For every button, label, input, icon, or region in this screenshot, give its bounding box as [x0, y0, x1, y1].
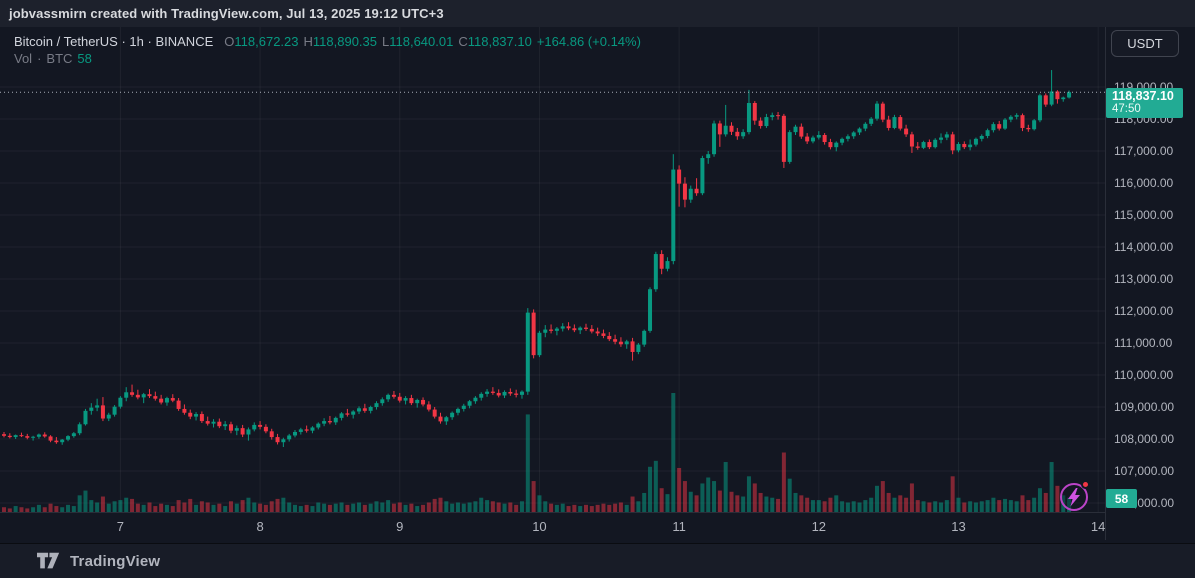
lightning-icon	[1060, 483, 1088, 511]
ohlc-low: L118,640.01	[382, 34, 454, 49]
price-tick-label: 112,000.00	[1114, 304, 1174, 318]
volume-label: Vol	[14, 51, 33, 66]
price-tick-label: 110,000.00	[1114, 368, 1174, 382]
currency-toggle-button[interactable]: USDT	[1111, 30, 1179, 57]
ohlc-close: C118,837.10	[458, 34, 532, 49]
attribution-text: jobvassmirn created with TradingView.com…	[9, 6, 444, 21]
symbol-legend: Bitcoin / TetherUS · 1h · BINANCE O118,6…	[14, 33, 641, 67]
time-tick-label: 11	[672, 519, 686, 534]
bar-countdown: 47:50	[1112, 103, 1141, 115]
candlestick-chart[interactable]	[0, 27, 1105, 512]
volume-axis-badge: 58	[1106, 489, 1137, 508]
price-tick-label: 109,000.00	[1114, 400, 1175, 414]
ohlc-high: H118,890.35	[303, 34, 378, 49]
time-tick-label: 8	[256, 519, 264, 534]
price-tick-label: 111,000.00	[1114, 336, 1173, 350]
attribution-bar: jobvassmirn created with TradingView.com…	[0, 0, 1195, 27]
volume-asset: BTC	[46, 51, 73, 66]
boost-button[interactable]	[1059, 480, 1091, 513]
time-tick-label: 14	[1090, 519, 1106, 534]
last-price-badge: 118,837.10 47:50	[1106, 88, 1183, 118]
notification-dot	[1081, 480, 1090, 489]
price-tick-label: 108,000.00	[1114, 432, 1175, 446]
footer-bar: TradingView	[0, 543, 1195, 578]
symbol-title[interactable]: Bitcoin / TetherUS · 1h · BINANCE	[14, 34, 214, 49]
price-tick-label: 114,000.00	[1114, 240, 1174, 254]
time-tick-label: 9	[396, 519, 404, 534]
last-price-value: 118,837.10	[1112, 89, 1174, 103]
price-tick-label: 113,000.00	[1114, 272, 1174, 286]
price-tick-label: 107,000.00	[1114, 464, 1175, 478]
tradingview-logo-icon[interactable]	[37, 552, 61, 570]
price-tick-label: 115,000.00	[1114, 208, 1174, 222]
price-tick-label: 117,000.00	[1114, 144, 1174, 158]
time-tick-label: 12	[811, 519, 827, 534]
volume-value: 58	[77, 51, 92, 66]
time-tick-label: 13	[951, 519, 966, 534]
time-tick-label: 10	[532, 519, 547, 534]
tradingview-brand-text[interactable]: TradingView	[70, 552, 161, 570]
time-tick-label: 7	[116, 519, 124, 534]
legend-row-volume: Vol · BTC 58	[14, 51, 92, 66]
price-tick-label: 116,000.00	[1114, 176, 1174, 190]
legend-row-ohlc: Bitcoin / TetherUS · 1h · BINANCE O118,6…	[14, 33, 641, 50]
time-scale[interactable]: 7 8 9 10 11 12 13 14	[0, 512, 1105, 540]
ohlc-open: O118,672.23	[224, 34, 299, 49]
price-change: +164.86 (+0.14%)	[536, 34, 641, 49]
